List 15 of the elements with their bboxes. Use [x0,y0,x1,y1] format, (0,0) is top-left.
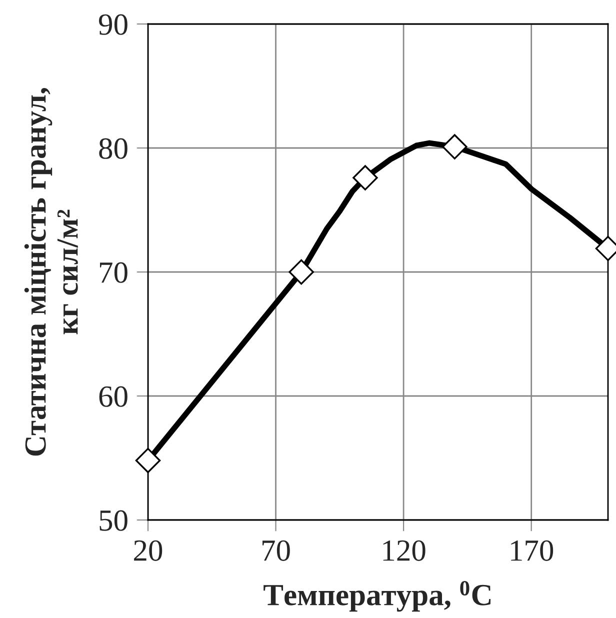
x-tick-label: 170 [511,540,554,561]
y-tick-label: 70 [100,262,128,283]
point [135,448,161,474]
y-tick-label: 60 [99,386,128,407]
y-axis-title: Статична міцність гранул, кг сил/м² [24,88,78,456]
point [442,134,468,160]
x-tick-label: 120 [383,540,426,561]
point [352,165,378,190]
x-tick-label: 20 [134,540,162,561]
point [288,259,314,285]
y-tick-label: 80 [99,138,128,159]
y-tick-label: 90 [98,14,128,35]
x-axis-title: Температура, $^{0}$C [264,581,491,612]
x-tick-label: 70 [262,540,290,561]
y-tick-label: 50 [100,510,128,531]
